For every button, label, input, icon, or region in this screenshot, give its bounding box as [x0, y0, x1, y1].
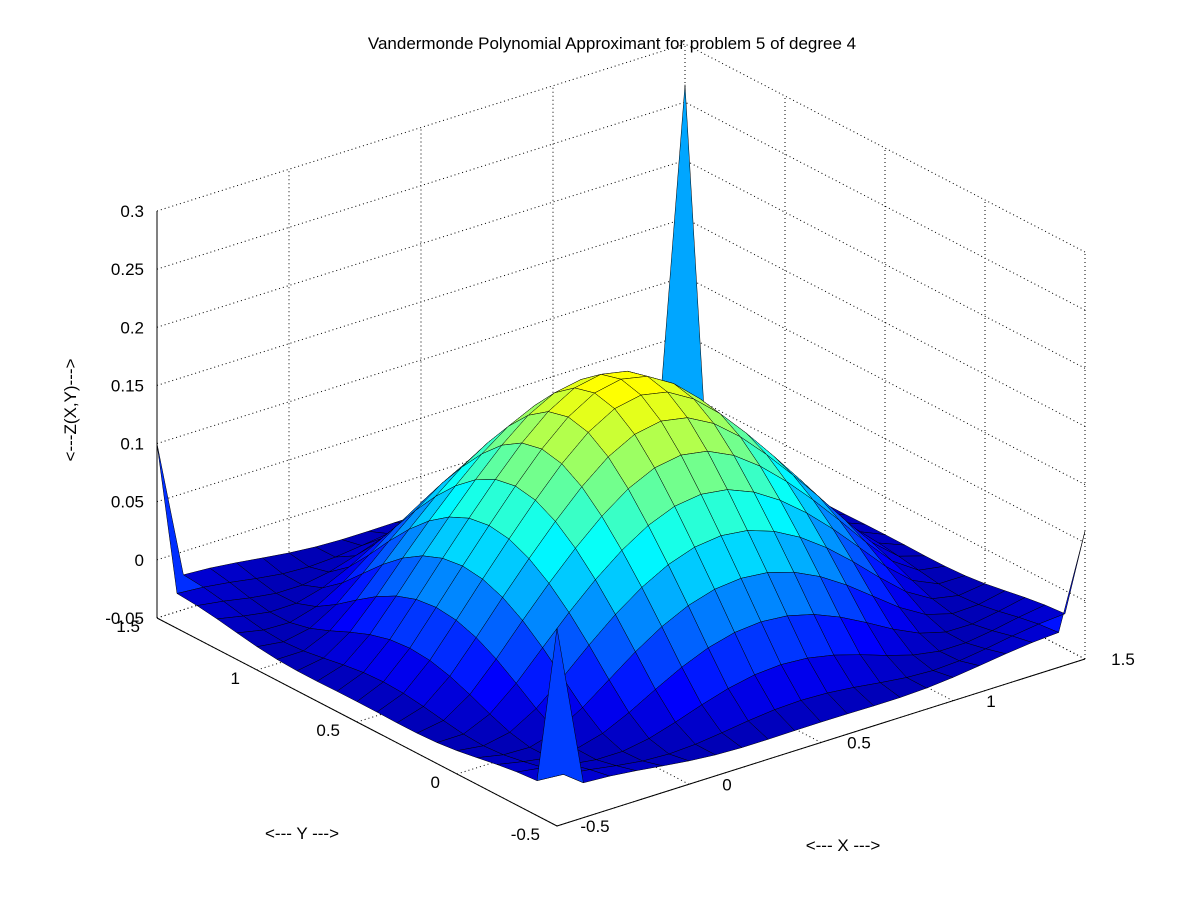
y-tick-label: 0 — [431, 773, 440, 792]
x-axis-line — [556, 658, 1086, 827]
x-tick-label: 0 — [722, 775, 731, 794]
axes-box — [156, 211, 1086, 827]
grid-line — [684, 43, 1086, 253]
z-tick-label: 0.2 — [120, 318, 144, 337]
grid-line — [156, 334, 686, 503]
tick-labels: -0.500.511.5-0.500.511.5-0.0500.050.10.1… — [105, 202, 1135, 844]
grid-line — [156, 43, 686, 212]
grid-line — [156, 217, 686, 386]
x-axis-label: <--- X ---> — [806, 836, 881, 855]
x-tick-label: 0.5 — [847, 734, 871, 753]
y-tick-label: -0.5 — [511, 825, 540, 844]
z-tick-label: -0.05 — [105, 609, 144, 628]
y-tick-label: 1 — [231, 669, 240, 688]
chart-title: Vandermonde Polynomial Approximant for p… — [368, 34, 856, 53]
grid-line — [684, 159, 1086, 369]
z-tick-label: 0.3 — [120, 202, 144, 221]
y-axis-label: <--- Y ---> — [265, 824, 339, 843]
z-tick-label: 0.1 — [120, 435, 144, 454]
y-axis-line — [156, 617, 558, 827]
surface-patch — [156, 443, 204, 594]
grid-line — [156, 159, 686, 328]
grid-line — [156, 392, 686, 561]
z-axis-label: <---Z(X,Y)---> — [61, 358, 80, 461]
z-tick-label: 0 — [135, 551, 144, 570]
x-tick-label: -0.5 — [580, 817, 609, 836]
grid-line — [156, 276, 686, 445]
surface-plot — [156, 84, 1086, 784]
y-tick-label: 1.5 — [116, 617, 140, 636]
grid-line — [156, 101, 686, 270]
z-tick-label: 0.15 — [111, 376, 144, 395]
y-tick-label: 0.5 — [316, 721, 340, 740]
z-tick-label: 0.25 — [111, 260, 144, 279]
x-tick-label: 1 — [986, 692, 995, 711]
x-tick-label: 1.5 — [1111, 650, 1135, 669]
surface-patch — [536, 628, 584, 784]
z-tick-label: 0.05 — [111, 493, 144, 512]
